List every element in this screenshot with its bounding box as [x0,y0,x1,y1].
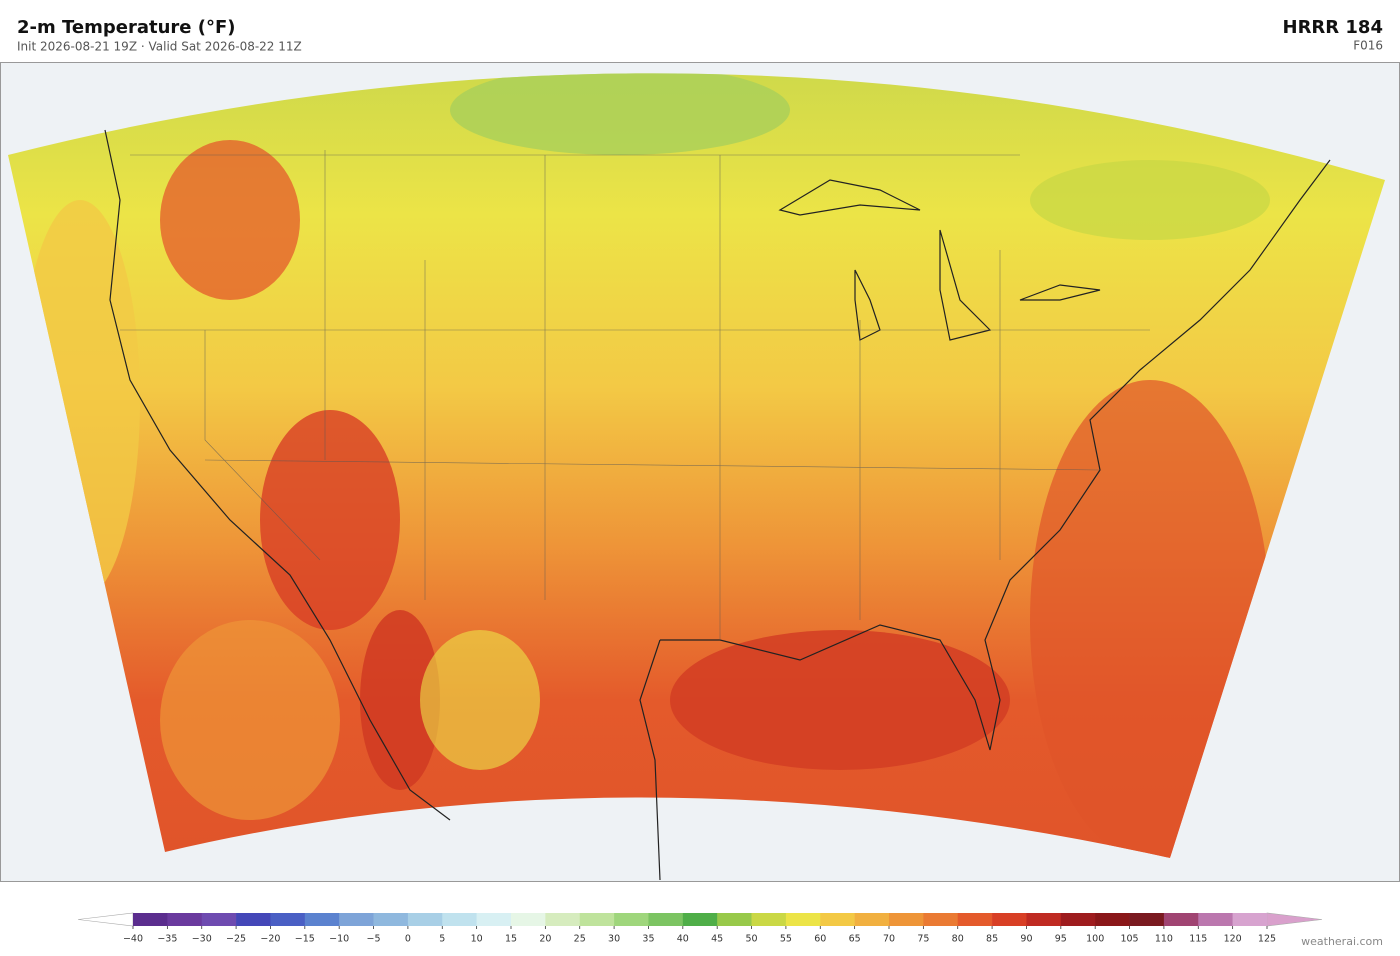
tick-label: 0 [405,934,411,945]
color-bin [1232,913,1268,926]
tick-label: 125 [1258,934,1276,945]
tick-label: −25 [226,934,246,945]
tick-label: 25 [574,934,586,945]
credit: weatherai.com [1301,935,1383,948]
tick-label: 90 [1020,934,1032,945]
color-bin [957,913,993,926]
color-bin [923,913,959,926]
color-bin [1060,913,1096,926]
color-bin [236,913,271,926]
color-bin [682,913,718,926]
title: 2-m Temperature (°F) [17,17,236,38]
map [0,62,1400,882]
tick-label: 80 [952,934,964,945]
tick-label: 5 [439,934,445,945]
color-bin [1163,913,1199,926]
tick-label: 70 [883,934,895,945]
color-bin [545,913,581,926]
under-extension [77,912,134,927]
tick-label: 20 [539,934,551,945]
color-bin [201,913,237,926]
tick-label: −10 [329,934,349,945]
tick-label: −35 [157,934,177,945]
tick-label: 65 [849,934,861,945]
color-bin [820,913,855,926]
tick-label: 35 [642,934,654,945]
color-bin [511,913,546,926]
color-bin [339,913,374,926]
color-bin [1026,913,1062,926]
color-bin [167,913,203,926]
colorbar: −40 −35 −30 −25 −20 −15 −10 −5 0 5 10 15 20 25 30 35 40 4… [77,912,1323,945]
over-extension [1266,912,1323,927]
tick-label: 115 [1189,934,1207,945]
model: HRRR 184 [1283,17,1384,38]
subtitle: Init 2026-08-21 19Z · Valid Sat 2026-08-… [17,40,302,54]
tick-label: −30 [192,934,212,945]
color-bin [889,913,924,926]
tick-label: −20 [260,934,280,945]
coastlines [104,129,1331,881]
tick-label: 105 [1120,934,1138,945]
color-bin [304,913,340,926]
tick-label: 50 [745,934,757,945]
color-bin [751,913,787,926]
color-bin [854,913,890,926]
tick-label: −5 [367,934,381,945]
color-bin [476,913,512,926]
color-bin [1129,913,1165,926]
color-bin [785,913,821,926]
color-bin [614,913,649,926]
color-bin [717,913,752,926]
color-bin [373,913,409,926]
tick-label: 60 [814,934,826,945]
tick-label: 15 [505,934,517,945]
color-bin [407,913,443,926]
tick-label: 85 [986,934,998,945]
color-bin [133,913,168,926]
forecast-hour: F016 [1353,39,1383,53]
tick-label: 40 [677,934,689,945]
color-bin [1198,913,1233,926]
tick-label: 45 [711,934,723,945]
tick-label: 95 [1055,934,1067,945]
color-bin [992,913,1027,926]
color-bin [442,913,477,926]
color-bin [648,913,684,926]
tick-label: 75 [917,934,929,945]
tick-label: 120 [1224,934,1242,945]
tick-label: 100 [1086,934,1104,945]
tick-label: 110 [1155,934,1173,945]
tick-label: 55 [780,934,792,945]
tick-label: 10 [471,934,483,945]
color-bin [579,913,615,926]
tick-label: −15 [295,934,315,945]
color-bin [270,913,306,926]
tick-label: −40 [123,934,143,945]
color-bin [1095,913,1130,926]
state-borders [120,150,1150,640]
tick-label: 30 [608,934,620,945]
